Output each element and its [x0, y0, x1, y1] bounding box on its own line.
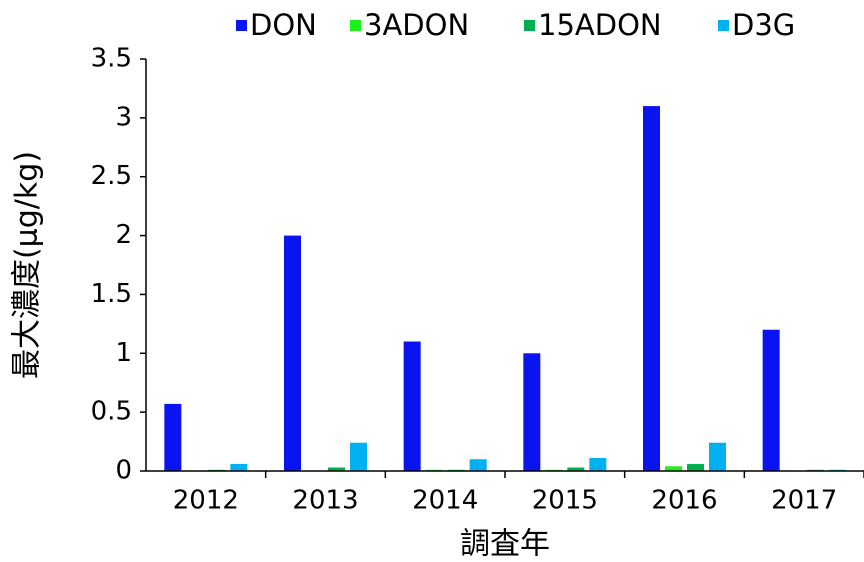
x-tick-label: 2015: [532, 486, 598, 516]
y-tick-label: 3: [115, 102, 132, 132]
bar: [164, 403, 182, 471]
legend-swatch: [236, 20, 247, 31]
bar: [403, 341, 421, 471]
bar: [709, 442, 726, 471]
bar: [665, 466, 682, 471]
legend-swatch: [718, 20, 729, 31]
bar: [762, 329, 780, 471]
y-tick-label: 0: [115, 456, 132, 486]
x-tick-label: 2017: [771, 486, 837, 516]
bar: [589, 458, 607, 471]
legend-label: 15ADON: [538, 8, 662, 42]
x-axis-label: 調査年: [460, 527, 550, 562]
legend-label: DON: [250, 8, 317, 42]
bar: [523, 353, 541, 471]
legend-swatch: [524, 20, 535, 31]
bar: [687, 463, 704, 471]
bar: [643, 106, 660, 471]
y-tick-label: 2: [115, 220, 132, 250]
y-tick-label: 1.5: [91, 279, 132, 309]
bar: [230, 463, 248, 471]
y-tick-label: 2.5: [91, 161, 132, 191]
legend-label: D3G: [732, 8, 795, 42]
bar: [284, 235, 301, 471]
y-axis-label: 最大濃度(μg/kg): [10, 151, 45, 379]
x-tick-label: 2016: [651, 486, 717, 516]
legend-swatch: [350, 20, 361, 31]
y-tick-label: 0.5: [91, 397, 132, 427]
bar: [567, 467, 585, 471]
bar: [350, 442, 367, 471]
x-tick-label: 2012: [173, 486, 239, 516]
y-tick-label: 1: [115, 338, 132, 368]
bar: [469, 459, 487, 471]
x-tick-label: 2013: [292, 486, 358, 516]
legend-label: 3ADON: [364, 8, 469, 42]
y-tick-label: 3.5: [91, 44, 132, 74]
x-tick-label: 2014: [412, 486, 478, 516]
bar: [328, 467, 345, 471]
